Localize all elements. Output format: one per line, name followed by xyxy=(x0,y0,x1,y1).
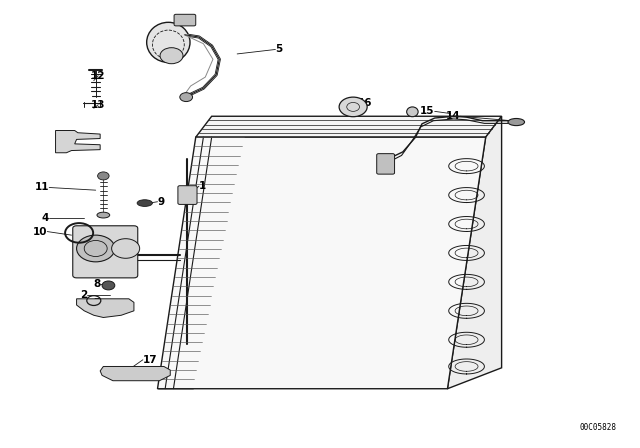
Text: 2: 2 xyxy=(80,290,88,300)
Circle shape xyxy=(102,281,115,290)
Polygon shape xyxy=(77,299,134,318)
Text: 10: 10 xyxy=(33,227,47,237)
Ellipse shape xyxy=(97,212,109,218)
Text: 12: 12 xyxy=(91,71,106,81)
Text: 15: 15 xyxy=(420,106,435,116)
Circle shape xyxy=(111,239,140,258)
Text: 9: 9 xyxy=(157,197,164,207)
Text: 6: 6 xyxy=(56,143,64,153)
Ellipse shape xyxy=(137,200,152,207)
Polygon shape xyxy=(157,137,486,389)
Text: 17: 17 xyxy=(143,355,157,365)
Text: 5: 5 xyxy=(275,44,283,55)
FancyBboxPatch shape xyxy=(73,226,138,278)
FancyBboxPatch shape xyxy=(174,14,196,26)
Text: 16: 16 xyxy=(357,98,372,108)
FancyBboxPatch shape xyxy=(377,154,394,174)
Text: 11: 11 xyxy=(35,182,49,193)
Polygon shape xyxy=(447,116,502,389)
Ellipse shape xyxy=(406,107,418,116)
Circle shape xyxy=(160,47,183,64)
FancyBboxPatch shape xyxy=(178,186,197,204)
Circle shape xyxy=(339,97,367,116)
Polygon shape xyxy=(100,366,170,381)
Text: 14: 14 xyxy=(445,111,460,121)
Text: 13: 13 xyxy=(91,100,106,110)
Circle shape xyxy=(98,172,109,180)
Text: 1: 1 xyxy=(199,181,206,191)
Circle shape xyxy=(77,235,115,262)
Ellipse shape xyxy=(147,22,190,62)
Text: 00C05828: 00C05828 xyxy=(579,423,616,432)
Text: 7: 7 xyxy=(93,298,100,308)
Polygon shape xyxy=(56,130,100,153)
Text: 8: 8 xyxy=(93,279,100,289)
Circle shape xyxy=(180,93,193,102)
Text: 3: 3 xyxy=(93,261,100,271)
Polygon shape xyxy=(196,116,502,137)
Ellipse shape xyxy=(508,118,525,125)
Text: 4: 4 xyxy=(42,213,49,223)
